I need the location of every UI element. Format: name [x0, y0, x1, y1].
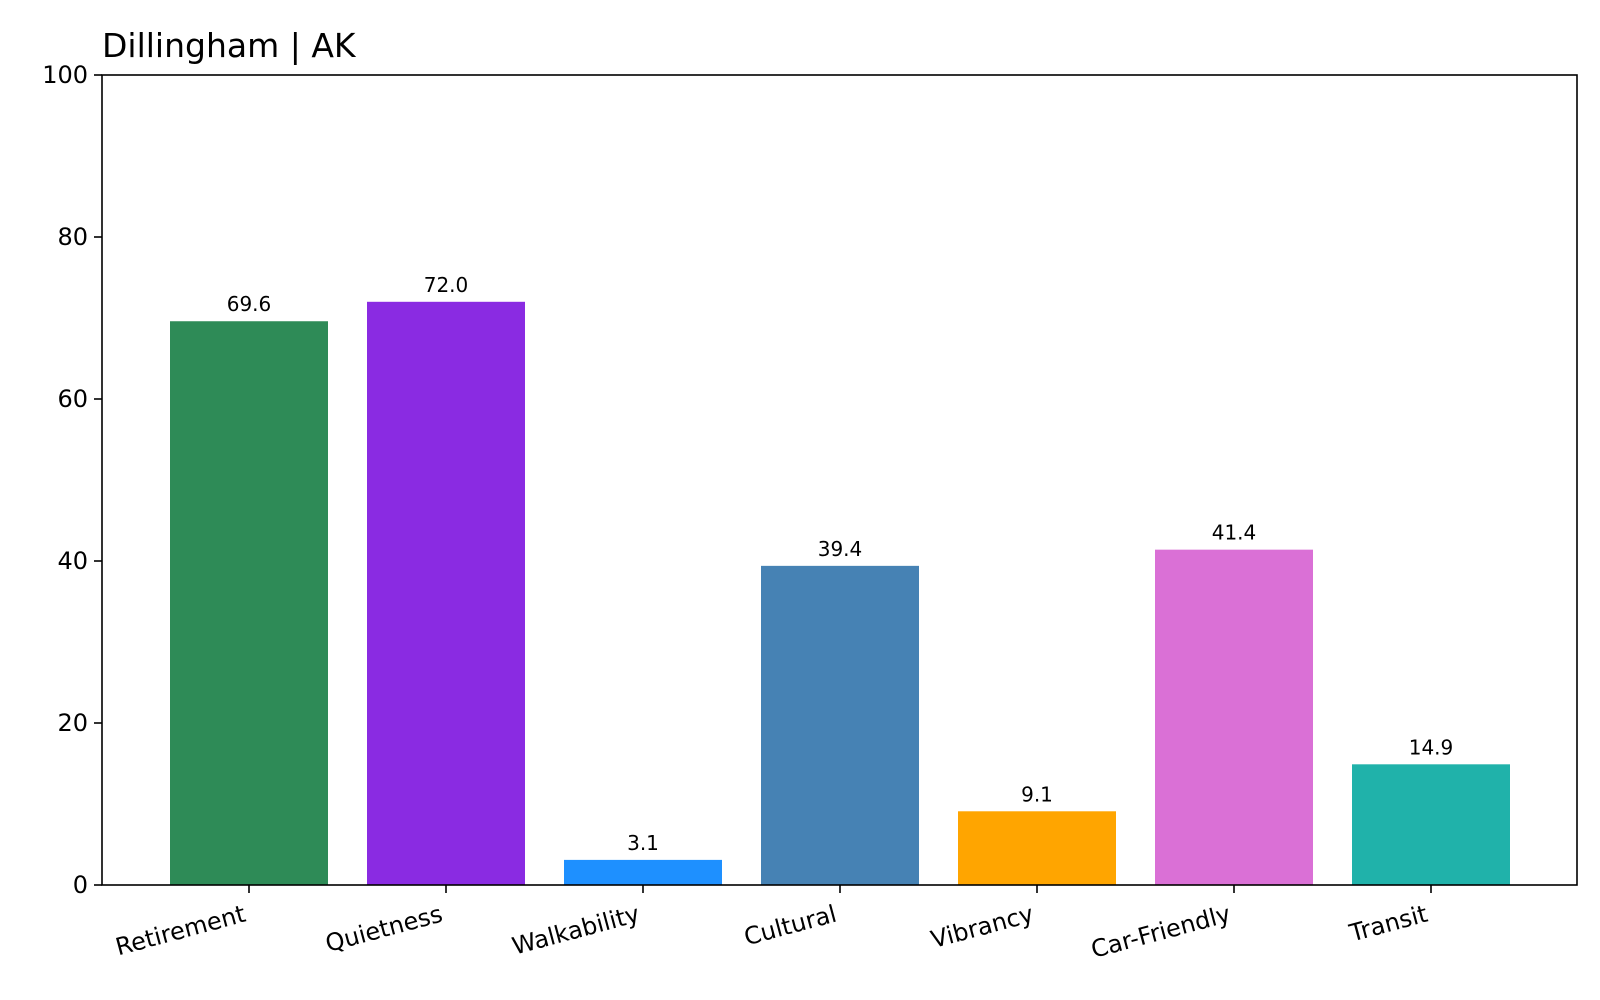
plot-frame: [101, 74, 1578, 886]
x-tick-label: Quietness: [322, 900, 445, 958]
x-tick-label: Transit: [1346, 900, 1431, 948]
y-tick-label: 60: [57, 385, 88, 413]
x-tick-label: Car-Friendly: [1088, 900, 1234, 964]
bar-retirement: [170, 321, 328, 885]
bar-value-label: 69.6: [227, 292, 272, 316]
bar-car-friendly: [1155, 549, 1313, 885]
bars-group: [170, 301, 1510, 885]
bar-value-label: 72.0: [424, 273, 469, 297]
y-tick-label: 100: [42, 61, 88, 89]
x-tick-label: Vibrancy: [928, 900, 1037, 954]
bar-value-labels: 69.6 72.0 3.1 39.4 9.1 41.4 14.9: [227, 273, 1454, 855]
bar-vibrancy: [958, 811, 1116, 885]
y-tick-label: 40: [57, 547, 88, 575]
bar-cultural: [761, 565, 919, 885]
bar-value-label: 9.1: [1021, 782, 1053, 806]
y-tick-label: 0: [73, 871, 88, 899]
y-tick-label: 80: [57, 223, 88, 251]
bar-transit: [1352, 764, 1510, 885]
bar-walkability: [564, 859, 722, 885]
bar-value-label: 3.1: [627, 831, 659, 855]
x-tick-label: Walkability: [509, 900, 642, 961]
y-axis: 0 20 40 60 80 100: [42, 61, 102, 899]
x-axis: Retirement Quietness Walkability Cultural Vi…: [113, 885, 1432, 964]
bar-value-label: 14.9: [1409, 735, 1454, 759]
x-tick-label: Cultural: [741, 900, 840, 952]
bar-value-label: 39.4: [818, 537, 863, 561]
x-tick-label: Retirement: [113, 900, 249, 962]
bar-value-label: 41.4: [1212, 521, 1257, 545]
y-tick-label: 20: [57, 709, 88, 737]
chart-title: Dillingham | AK: [102, 26, 357, 65]
bar-quietness: [367, 301, 525, 885]
